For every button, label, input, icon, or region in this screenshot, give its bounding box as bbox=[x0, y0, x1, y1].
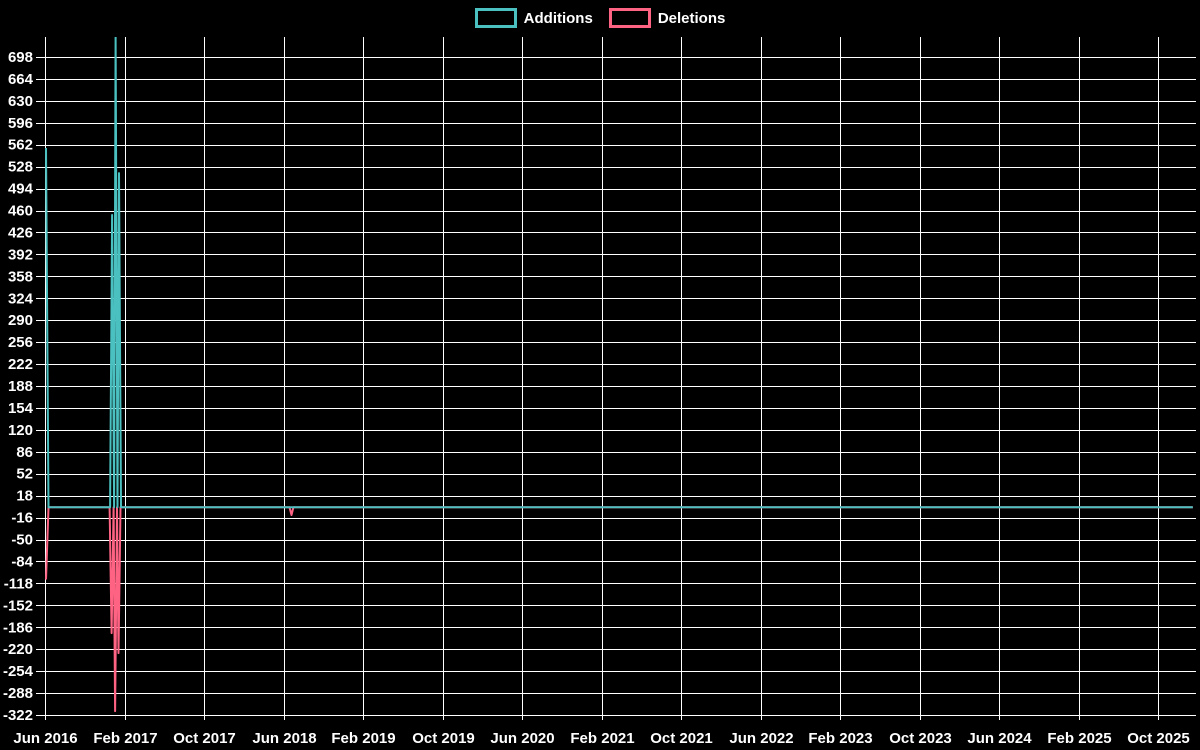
chart-legend: Additions Deletions bbox=[0, 8, 1200, 28]
legend-label-additions: Additions bbox=[523, 9, 593, 27]
y-tick-label: 494 bbox=[8, 181, 34, 198]
y-tick-label: 664 bbox=[8, 71, 34, 88]
x-tick-label: Jun 2024 bbox=[967, 730, 1032, 747]
y-tick-label: 460 bbox=[8, 203, 33, 220]
y-tick-label: 188 bbox=[8, 378, 33, 395]
y-tick-label: -16 bbox=[11, 510, 33, 527]
vertical-gridlines bbox=[45, 37, 1159, 720]
y-tick-label: -288 bbox=[3, 685, 33, 702]
x-tick-label: Feb 2025 bbox=[1047, 730, 1111, 747]
y-tick-label: -254 bbox=[3, 663, 34, 680]
y-tick-label: 698 bbox=[8, 49, 33, 66]
x-tick-label: Jun 2018 bbox=[252, 730, 316, 747]
y-tick-label: -322 bbox=[3, 707, 33, 724]
additions-swatch-icon bbox=[474, 8, 517, 28]
x-tick-label: Oct 2019 bbox=[412, 730, 475, 747]
series-layer bbox=[45, 37, 1193, 713]
y-tick-label: 358 bbox=[8, 268, 33, 285]
legend-item-additions[interactable]: Additions bbox=[474, 8, 593, 28]
x-tick-label: Oct 2023 bbox=[889, 730, 952, 747]
y-tick-label: 596 bbox=[8, 115, 33, 132]
y-tick-label: 562 bbox=[8, 137, 33, 154]
x-tick-label: Feb 2023 bbox=[808, 730, 872, 747]
x-tick-label: Jun 2020 bbox=[490, 730, 554, 747]
y-tick-label: -50 bbox=[11, 532, 33, 549]
x-tick-label: Feb 2017 bbox=[93, 730, 157, 747]
additions-line bbox=[45, 37, 1193, 509]
x-tick-label: Oct 2021 bbox=[650, 730, 713, 747]
y-tick-label: 18 bbox=[16, 488, 33, 505]
y-tick-label: 426 bbox=[8, 224, 33, 241]
y-tick-label: 222 bbox=[8, 356, 33, 373]
y-tick-label: 154 bbox=[8, 400, 34, 417]
y-tick-label: -186 bbox=[3, 619, 33, 636]
x-tick-label: Oct 2025 bbox=[1127, 730, 1190, 747]
y-tick-label: -152 bbox=[3, 597, 33, 614]
deletions-line bbox=[45, 506, 1193, 713]
y-tick-label: 630 bbox=[8, 93, 33, 110]
x-tick-label: Feb 2019 bbox=[331, 730, 395, 747]
y-tick-label: 392 bbox=[8, 246, 33, 263]
y-tick-label: 290 bbox=[8, 312, 33, 329]
y-tick-label: -84 bbox=[11, 553, 33, 570]
y-tick-label: -220 bbox=[3, 641, 33, 658]
legend-item-deletions[interactable]: Deletions bbox=[608, 8, 726, 28]
y-tick-label: -118 bbox=[4, 575, 33, 592]
x-tick-label: Jun 2016 bbox=[13, 730, 77, 747]
y-tick-label: 86 bbox=[16, 444, 33, 461]
x-tick-label: Jun 2022 bbox=[729, 730, 793, 747]
x-axis-labels: Jun 2016 Feb 2017 Oct 2017 Jun 2018 Feb 2019… bbox=[13, 730, 1189, 747]
y-tick-label: 528 bbox=[8, 159, 33, 176]
deletions-swatch-icon bbox=[608, 8, 651, 28]
y-tick-label: 256 bbox=[8, 334, 33, 351]
legend-label-deletions: Deletions bbox=[657, 9, 726, 27]
y-axis-labels: 698 664 630 596 562 528 494 460 426 392 358 324 290 2… bbox=[3, 49, 34, 724]
y-tick-label: 52 bbox=[16, 466, 33, 483]
horizontal-gridlines bbox=[36, 57, 1196, 716]
x-tick-label: Feb 2021 bbox=[570, 730, 634, 747]
x-tick-label: Oct 2017 bbox=[173, 730, 236, 747]
y-tick-label: 120 bbox=[8, 422, 33, 439]
y-tick-label: 324 bbox=[8, 290, 34, 307]
